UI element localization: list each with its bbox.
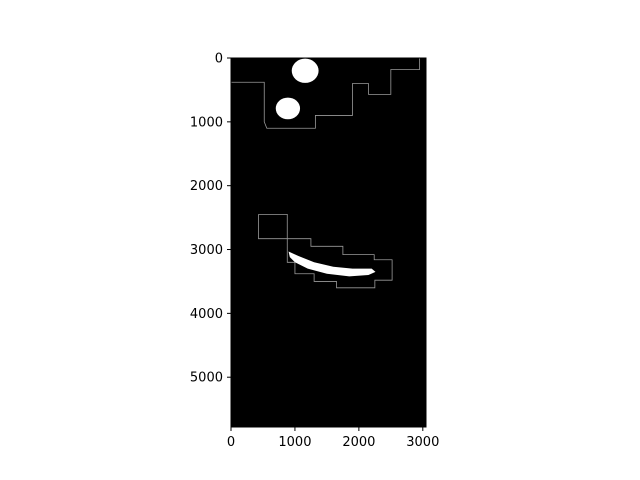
round-blob-top (291, 58, 319, 83)
x-axis: 0 1000 2000 3000 (227, 427, 439, 450)
x-tick-label: 3000 (406, 435, 439, 450)
plot-frame (230, 57, 427, 428)
y-tick-label: 5000 (190, 371, 223, 386)
x-tick-label: 2000 (342, 435, 375, 450)
small-blob-upper-left (275, 97, 301, 120)
outline-top-region (231, 58, 421, 129)
y-tick-label: 3000 (190, 243, 223, 258)
y-tick-label: 4000 (190, 307, 223, 322)
y-tick-label: 1000 (190, 115, 223, 130)
elongated-blob (288, 251, 376, 277)
image-background (231, 58, 426, 427)
y-tick-label: 0 (215, 52, 223, 67)
outline-bottom-region (258, 214, 393, 289)
x-tick-label: 0 (227, 435, 235, 450)
y-axis: 0 1000 2000 3000 4000 5000 (190, 52, 231, 386)
plot-area (230, 57, 427, 428)
y-tick-label: 2000 (190, 179, 223, 194)
x-tick-label: 1000 (278, 435, 311, 450)
